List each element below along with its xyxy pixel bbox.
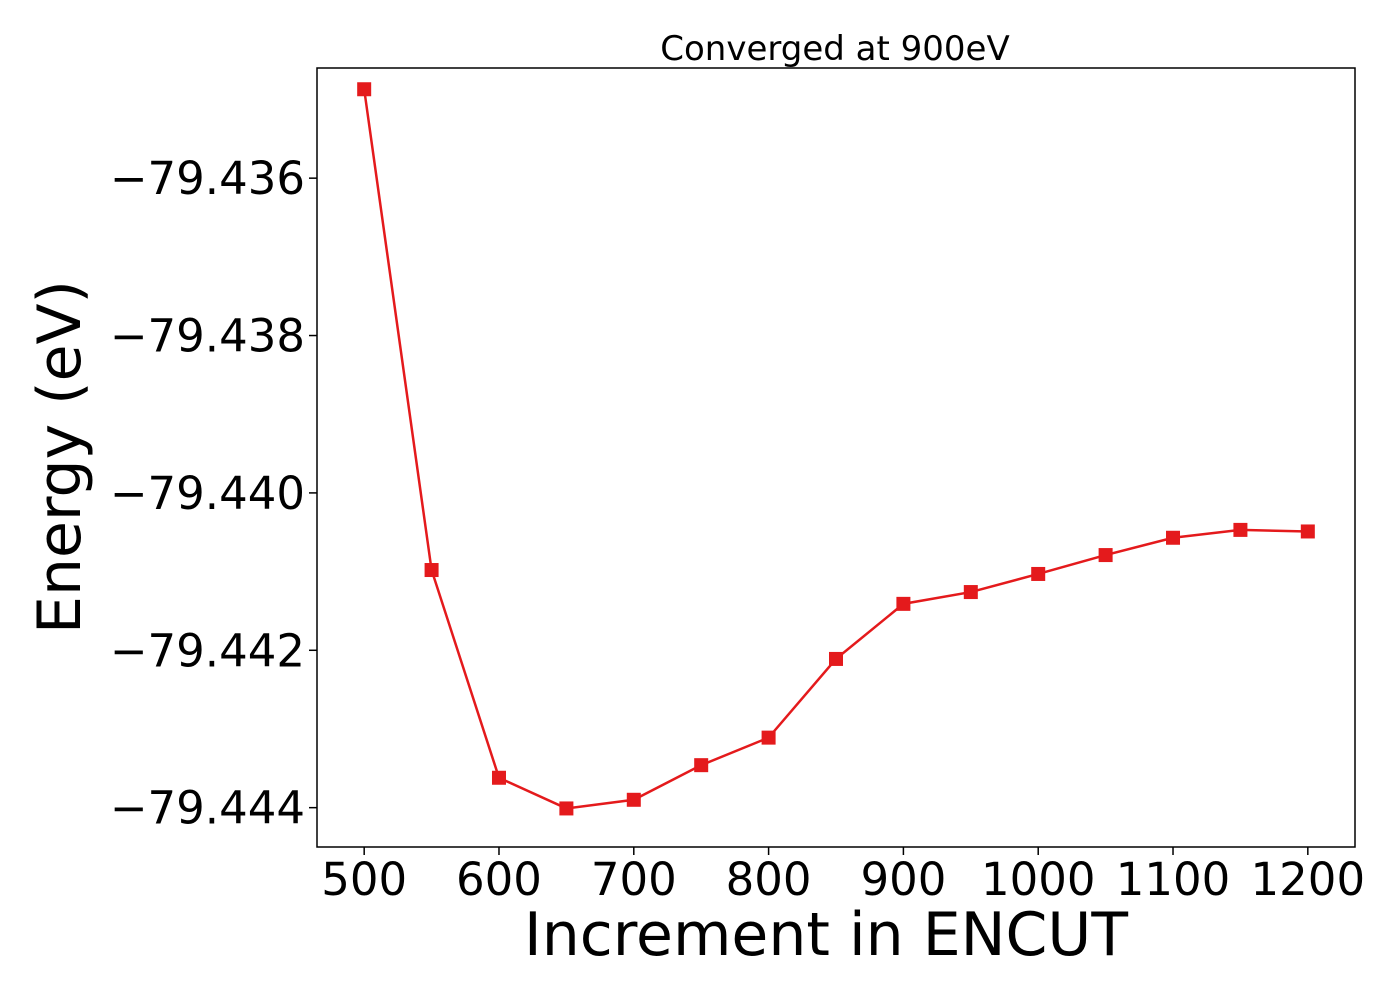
chart-title: Converged at 900eV (660, 29, 1009, 69)
x-tick-label: 1100 (1116, 853, 1231, 906)
data-point (963, 585, 978, 600)
y-tick-label: −79.436 (110, 152, 305, 205)
x-axis-label: Increment in ENCUT (524, 900, 1128, 970)
data-point (761, 730, 776, 745)
data-point (1098, 548, 1113, 563)
axes-frame (316, 67, 1356, 848)
data-point (829, 651, 843, 666)
data-point (896, 596, 911, 611)
data-point (559, 801, 574, 816)
x-tick-label: 1000 (981, 853, 1096, 906)
data-point (694, 758, 709, 773)
data-point (626, 792, 641, 807)
x-tick-label: 500 (321, 853, 407, 906)
y-tick-label: −79.442 (110, 624, 305, 677)
y-tick-label: −79.438 (110, 310, 305, 363)
x-tick-label: 900 (860, 853, 946, 906)
data-point (424, 563, 439, 578)
y-axis-ticks: −79.436 −79.438 −79.440 −79.442 −79.444 (110, 152, 317, 835)
y-tick-label: −79.444 (110, 782, 305, 835)
plot-area (357, 82, 1315, 816)
x-tick-label: 700 (591, 853, 677, 906)
x-tick-label: 1200 (1251, 853, 1366, 906)
data-point (491, 770, 506, 785)
y-tick-label: −79.440 (110, 467, 305, 520)
y-axis-label: Energy (eV) (25, 280, 95, 634)
x-tick-label: 600 (456, 853, 542, 906)
data-point (357, 82, 372, 97)
data-point (1166, 530, 1181, 545)
data-point (1300, 524, 1315, 539)
data-point (1233, 522, 1248, 537)
x-axis-ticks: 500 600 700 800 900 1000 1100 1200 (321, 847, 1365, 906)
x-tick-label: 800 (726, 853, 812, 906)
data-point (1031, 566, 1046, 581)
